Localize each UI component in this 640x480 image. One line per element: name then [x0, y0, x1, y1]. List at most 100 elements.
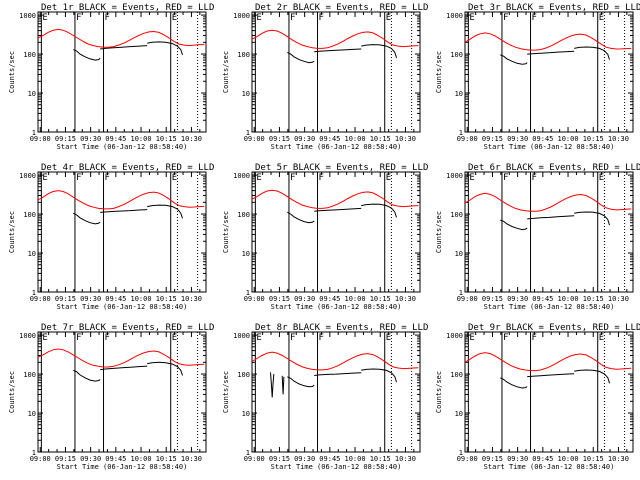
series-line-lld	[464, 192, 632, 212]
y-tick-label: 100	[23, 371, 36, 379]
y-tick-label: 10	[28, 410, 36, 418]
x-tick-label: 09:00	[457, 135, 478, 143]
interval-marker-label: F	[76, 13, 81, 23]
series-line-events	[147, 361, 183, 376]
x-tick-label: 09:45	[532, 295, 553, 303]
y-tick-label: 100	[450, 211, 463, 219]
x-tick-label: 09:30	[507, 295, 528, 303]
series-line-events	[73, 49, 101, 61]
series-line-lld	[251, 29, 419, 49]
panel-title: Det 9r BLACK = Events, RED = LLD	[468, 323, 640, 333]
series-line-events	[527, 373, 575, 378]
x-tick-label: 10:30	[181, 135, 202, 143]
interval-marker-label: E	[172, 173, 177, 183]
interval-marker-label: F	[290, 333, 295, 343]
interval-marker-label: F	[76, 173, 81, 183]
x-tick-label: 10:30	[395, 295, 416, 303]
x-tick-label: 09:45	[105, 295, 126, 303]
x-tick-label: 10:15	[370, 455, 391, 463]
y-tick-label: 10	[242, 90, 250, 98]
x-tick-label: 10:00	[558, 135, 579, 143]
y-tick-label: 1	[246, 129, 250, 137]
x-tick-label: 09:45	[532, 455, 553, 463]
x-tick-label: 10:15	[156, 455, 177, 463]
interval-marker-label: E	[386, 173, 391, 183]
x-tick-label: 10:00	[131, 295, 152, 303]
x-tick-label: 09:30	[294, 135, 315, 143]
x-tick-label: 10:30	[181, 455, 202, 463]
series-line-lld	[251, 351, 419, 371]
panel-title: Det 1r BLACK = Events, RED = LLD	[41, 3, 214, 13]
series-line-events	[361, 203, 397, 218]
interval-marker-label: F	[532, 173, 537, 183]
plot-frame	[251, 11, 421, 133]
panel-6: Det 6r BLACK = Events, RED = LLD 1 10 100 10…	[435, 163, 640, 311]
interval-marker-label: F	[319, 13, 324, 23]
y-tick-label: 1	[459, 449, 463, 457]
x-tick-label: 10:15	[156, 135, 177, 143]
y-tick-label: 1000	[233, 12, 250, 20]
x-tick-label: 10:00	[131, 135, 152, 143]
y-tick-label: 1	[32, 289, 36, 297]
x-tick-label: 10:30	[608, 295, 629, 303]
panel-title: Det 6r BLACK = Events, RED = LLD	[468, 163, 640, 173]
interval-marker-label: F	[532, 13, 537, 23]
plot-frame	[464, 11, 634, 133]
x-tick-label: 09:00	[244, 295, 265, 303]
series-line-events	[287, 211, 315, 224]
y-axis-label: Counts/sec	[222, 371, 230, 413]
plot-frame	[251, 331, 421, 453]
panel-3: Det 3r BLACK = Events, RED = LLD 1 10 100 10…	[435, 3, 640, 151]
panel-title: Det 3r BLACK = Events, RED = LLD	[468, 3, 640, 13]
interval-marker-label: E	[42, 333, 47, 343]
y-tick-label: 1000	[446, 12, 463, 20]
series-line-events	[100, 209, 148, 213]
x-tick-label: 09:15	[55, 295, 76, 303]
y-tick-label: 1000	[233, 332, 250, 340]
x-tick-label: 09:00	[30, 295, 51, 303]
series-line-events	[73, 212, 101, 225]
y-tick-label: 100	[450, 51, 463, 59]
interval-marker-label: F	[319, 173, 324, 183]
x-axis-label: Start Time (06-Jan-12 08:58:40)	[57, 303, 188, 311]
plot-frame	[251, 171, 421, 293]
x-axis-label: Start Time (06-Jan-12 08:58:40)	[57, 143, 188, 151]
x-tick-label: 09:30	[507, 135, 528, 143]
series-line-events	[574, 369, 610, 384]
series-line-lld	[37, 348, 205, 368]
x-tick-label: 09:15	[55, 455, 76, 463]
series-line-events	[314, 207, 362, 212]
y-tick-label: 1	[459, 289, 463, 297]
y-tick-label: 1	[459, 129, 463, 137]
y-tick-label: 10	[455, 90, 463, 98]
x-tick-label: 10:00	[345, 455, 366, 463]
x-tick-label: 09:45	[319, 295, 340, 303]
y-tick-label: 1	[32, 449, 36, 457]
x-tick-label: 09:15	[269, 295, 290, 303]
interval-marker-label: F	[76, 333, 81, 343]
interval-marker-label: E	[599, 13, 604, 23]
interval-marker-label: F	[319, 333, 324, 343]
y-tick-label: 1000	[19, 12, 36, 20]
x-tick-label: 10:30	[608, 135, 629, 143]
x-axis-label: Start Time (06-Jan-12 08:58:40)	[271, 143, 402, 151]
y-axis-label: Counts/sec	[8, 51, 16, 93]
y-tick-label: 1000	[446, 172, 463, 180]
series-line-events	[287, 376, 315, 388]
series-line-events	[281, 375, 285, 395]
y-tick-label: 1	[32, 129, 36, 137]
y-tick-label: 1000	[19, 332, 36, 340]
interval-marker-label: E	[469, 13, 474, 23]
y-tick-label: 1	[246, 449, 250, 457]
interval-marker-label: F	[532, 333, 537, 343]
y-tick-label: 10	[242, 250, 250, 258]
interval-marker-label: E	[469, 333, 474, 343]
panel-2: Det 2r BLACK = Events, RED = LLD 1 10 100 10…	[222, 3, 428, 151]
interval-marker-label: E	[599, 333, 604, 343]
series-line-events	[147, 204, 183, 219]
interval-marker-label: F	[105, 173, 110, 183]
x-tick-label: 09:15	[269, 455, 290, 463]
y-tick-label: 100	[450, 371, 463, 379]
y-axis-label: Counts/sec	[435, 371, 443, 413]
x-tick-label: 09:45	[105, 455, 126, 463]
